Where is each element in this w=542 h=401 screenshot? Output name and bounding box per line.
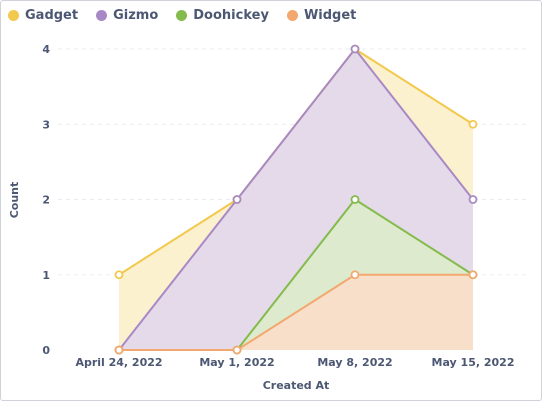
y-axis-ticks: 0 1 2 3 4 <box>42 43 50 357</box>
legend-swatch-gadget <box>8 9 19 21</box>
legend-swatch-gizmo <box>96 9 108 21</box>
legend-label-gadget: Gadget <box>25 7 79 23</box>
point-widget[interactable] <box>350 270 360 280</box>
point-gizmo[interactable] <box>350 44 360 54</box>
x-tick-label: May 1, 2022 <box>199 356 274 369</box>
x-axis-label: Created At <box>263 379 330 392</box>
series-points <box>114 44 478 355</box>
y-axis-label: Count <box>8 182 21 219</box>
legend-item-widget[interactable]: Widget <box>286 7 357 23</box>
point-widget[interactable] <box>114 345 124 355</box>
legend-label-widget: Widget <box>303 7 357 23</box>
legend-item-gizmo[interactable]: Gizmo <box>96 8 158 23</box>
legend-item-gadget[interactable]: Gadget <box>8 8 78 23</box>
y-tick-label: 3 <box>42 118 50 131</box>
series-lines <box>118 47 474 351</box>
legend-label-doohickey: Doohickey <box>193 7 269 23</box>
point-gadget[interactable] <box>114 270 124 280</box>
legend-item-doohickey[interactable]: Doohickey <box>176 8 269 23</box>
point-gizmo[interactable] <box>232 195 242 204</box>
line-widget[interactable] <box>119 273 473 351</box>
x-tick-label: April 24, 2022 <box>75 356 162 369</box>
x-tick-label: May 15, 2022 <box>432 356 515 369</box>
point-gizmo[interactable] <box>468 195 478 204</box>
legend-label-gizmo: Gizmo <box>113 7 159 23</box>
point-widget[interactable] <box>232 345 242 355</box>
legend-swatch-doohickey <box>176 9 188 21</box>
x-axis-ticks: April 24, 2022 May 1, 2022 May 8, 2022 May … <box>75 356 514 369</box>
y-tick-label: 2 <box>42 194 50 207</box>
point-gadget[interactable] <box>468 119 478 129</box>
legend-swatch-widget <box>286 9 298 21</box>
y-tick-label: 1 <box>42 269 50 282</box>
y-tick-label: 4 <box>42 43 50 56</box>
chart-legend: Gadget Gizmo Doohickey Widget <box>8 5 356 25</box>
y-tick-label: 0 <box>42 344 50 357</box>
x-tick-label: May 8, 2022 <box>317 356 392 369</box>
point-doohickey[interactable] <box>350 195 360 204</box>
line-gizmo[interactable] <box>118 47 474 351</box>
point-widget[interactable] <box>468 270 478 280</box>
